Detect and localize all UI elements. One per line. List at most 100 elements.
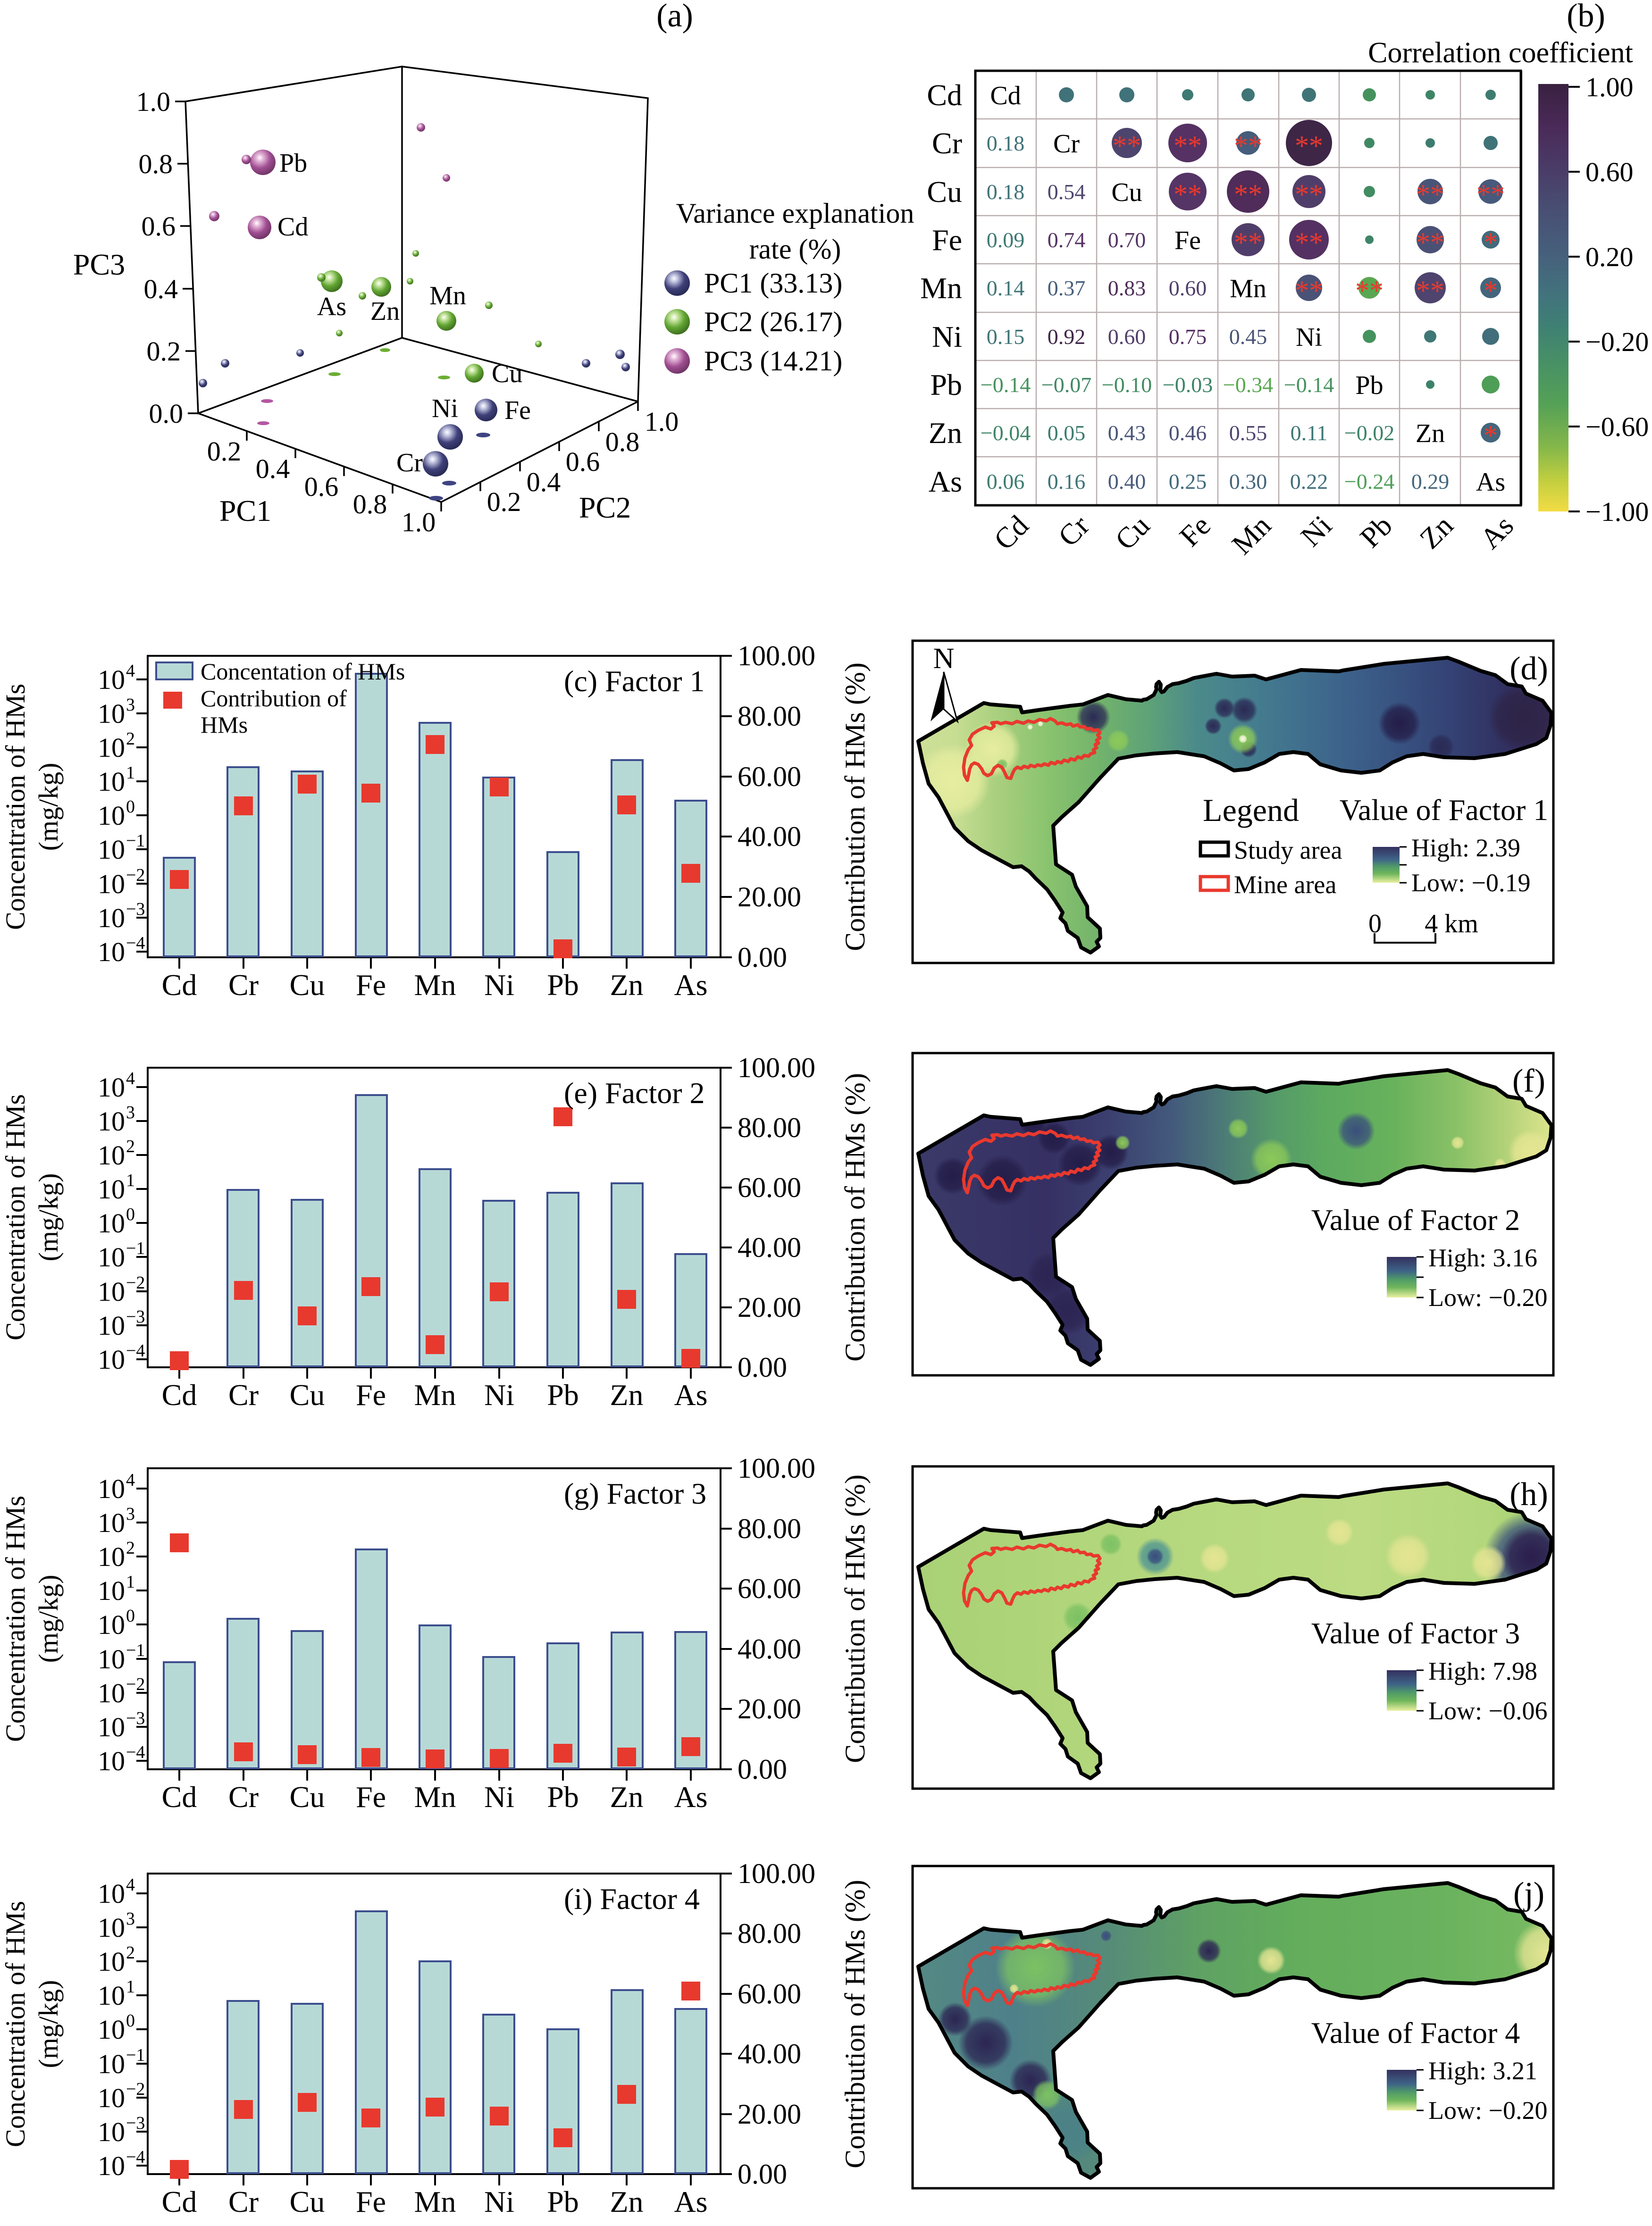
svg-text:10: 10	[98, 937, 125, 967]
svg-text:Study area: Study area	[1234, 836, 1342, 864]
svg-text:100.00: 100.00	[738, 1453, 815, 1484]
svg-text:Cr: Cr	[396, 448, 423, 477]
svg-text:**: **	[1416, 227, 1444, 258]
svg-text:3: 3	[126, 695, 135, 715]
svg-text:PC2: PC2	[579, 491, 631, 524]
svg-text:Cr: Cr	[228, 2185, 259, 2218]
svg-text:1: 1	[126, 1977, 135, 1997]
svg-text:Cr: Cr	[228, 1780, 259, 1814]
svg-text:Cd: Cd	[990, 81, 1021, 110]
svg-text:10: 10	[98, 1473, 125, 1504]
svg-text:Mn: Mn	[414, 1378, 456, 1412]
svg-text:40.00: 40.00	[738, 821, 801, 852]
svg-text:10: 10	[98, 1878, 125, 1909]
svg-text:−4: −4	[126, 933, 145, 953]
svg-text:3: 3	[126, 1103, 135, 1122]
svg-text:0.40: 0.40	[1108, 469, 1146, 494]
svg-text:As: As	[929, 465, 962, 498]
svg-text:2: 2	[126, 1943, 135, 1963]
svg-text:0.18: 0.18	[987, 131, 1025, 155]
svg-text:80.00: 80.00	[738, 1513, 801, 1544]
svg-text:Fe: Fe	[504, 396, 531, 425]
svg-text:0.06: 0.06	[987, 469, 1025, 494]
svg-text:Mn: Mn	[414, 1780, 456, 1814]
svg-text:(f): (f)	[1512, 1063, 1545, 1099]
svg-text:10: 10	[98, 1208, 125, 1239]
svg-text:40.00: 40.00	[738, 2038, 801, 2069]
svg-text:Pb: Pb	[547, 1378, 579, 1412]
svg-text:−1: −1	[126, 1640, 145, 1660]
svg-text:Cd: Cd	[277, 212, 308, 242]
svg-text:1.0: 1.0	[402, 507, 436, 537]
svg-text:High: 2.39: High: 2.39	[1411, 834, 1520, 862]
svg-text:Pb: Pb	[1355, 371, 1383, 400]
svg-text:−3: −3	[126, 2113, 145, 2133]
svg-text:2: 2	[126, 1137, 135, 1156]
svg-text:Ni: Ni	[432, 394, 458, 423]
svg-text:Mn: Mn	[429, 281, 466, 310]
svg-text:As: As	[674, 1378, 707, 1412]
svg-text:N: N	[933, 643, 955, 675]
svg-text:−2: −2	[126, 1273, 145, 1293]
svg-text:10: 10	[98, 1644, 125, 1674]
svg-text:Ni: Ni	[484, 1378, 514, 1412]
svg-text:4: 4	[126, 1069, 135, 1088]
svg-text:10: 10	[98, 834, 125, 865]
svg-text:0.00: 0.00	[738, 1352, 787, 1383]
svg-text:60.00: 60.00	[738, 1573, 801, 1604]
svg-text:−1.00: −1.00	[1585, 496, 1649, 527]
svg-text:Zn: Zn	[929, 416, 962, 450]
svg-text:10: 10	[98, 1344, 125, 1375]
svg-text:2: 2	[126, 729, 135, 749]
svg-text:−0.03: −0.03	[1163, 373, 1213, 397]
svg-text:Correlation coefficient: Correlation coefficient	[1368, 37, 1633, 69]
svg-text:HMs: HMs	[201, 711, 248, 738]
svg-text:10: 10	[98, 2117, 125, 2147]
svg-text:Cu: Cu	[492, 359, 522, 388]
svg-text:0.00: 0.00	[738, 942, 787, 973]
svg-text:0.00: 0.00	[738, 1754, 787, 1785]
svg-text:Contribution of HMs (%): Contribution of HMs (%)	[839, 1880, 871, 2168]
svg-text:(g) Factor 3: (g) Factor 3	[564, 1477, 706, 1510]
svg-text:Cu: Cu	[290, 1378, 325, 1412]
svg-text:As: As	[317, 292, 346, 321]
svg-text:Mn: Mn	[414, 2185, 456, 2218]
svg-text:**: **	[1295, 275, 1323, 306]
svg-text:80.00: 80.00	[738, 701, 801, 732]
svg-text:(h): (h)	[1509, 1476, 1548, 1513]
svg-text:−0.60: −0.60	[1585, 411, 1649, 442]
svg-text:100.00: 100.00	[738, 1858, 815, 1889]
svg-text:−2: −2	[126, 2079, 145, 2099]
svg-text:10: 10	[98, 698, 125, 729]
svg-text:10: 10	[98, 1712, 125, 1742]
svg-text:**: **	[1295, 130, 1323, 161]
svg-text:(j): (j)	[1513, 1876, 1544, 1912]
svg-text:0.37: 0.37	[1048, 276, 1086, 300]
svg-text:PC3 (14.21): PC3 (14.21)	[704, 345, 842, 377]
svg-text:(b): (b)	[1567, 0, 1605, 34]
svg-text:Cr: Cr	[932, 126, 962, 160]
svg-text:Concentration of HMs: Concentration of HMs	[0, 1901, 31, 2147]
svg-text:Cr: Cr	[228, 1378, 259, 1412]
svg-text:10: 10	[98, 1980, 125, 2011]
svg-text:Contribution of HMs (%): Contribution of HMs (%)	[839, 1474, 871, 1763]
svg-text:0.05: 0.05	[1048, 421, 1086, 445]
svg-text:Fe: Fe	[356, 1780, 386, 1814]
svg-text:2: 2	[126, 1538, 135, 1558]
svg-text:Cd: Cd	[162, 968, 197, 1002]
svg-text:20.00: 20.00	[738, 2099, 801, 2130]
svg-text:High: 7.98: High: 7.98	[1428, 1657, 1537, 1685]
svg-text:0.43: 0.43	[1108, 421, 1146, 445]
svg-text:**: **	[1295, 227, 1323, 258]
svg-text:10: 10	[98, 1575, 125, 1606]
svg-text:**: **	[1234, 179, 1262, 210]
svg-text:High: 3.16: High: 3.16	[1428, 1244, 1537, 1272]
svg-text:Ni: Ni	[484, 1780, 514, 1814]
svg-text:Pb: Pb	[547, 1780, 579, 1814]
svg-text:0.8: 0.8	[353, 489, 387, 519]
svg-text:−0.14: −0.14	[1284, 373, 1334, 397]
svg-text:Contribution of HMs (%): Contribution of HMs (%)	[839, 662, 871, 951]
svg-text:Zn: Zn	[610, 1780, 643, 1814]
svg-text:(a): (a)	[656, 0, 693, 34]
svg-text:0.55: 0.55	[1229, 421, 1267, 445]
